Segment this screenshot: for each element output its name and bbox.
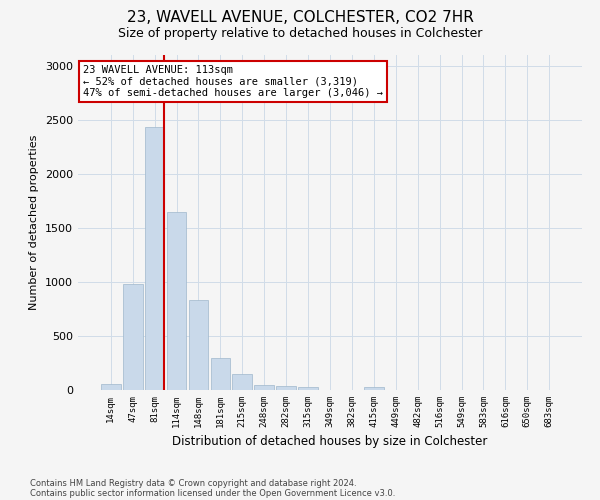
Bar	[232, 374, 252, 390]
Bar	[123, 284, 143, 390]
Bar	[145, 128, 164, 390]
Text: Contains public sector information licensed under the Open Government Licence v3: Contains public sector information licen…	[30, 488, 395, 498]
Bar	[298, 388, 318, 390]
Text: 23 WAVELL AVENUE: 113sqm
← 52% of detached houses are smaller (3,319)
47% of sem: 23 WAVELL AVENUE: 113sqm ← 52% of detach…	[83, 65, 383, 98]
Text: Contains HM Land Registry data © Crown copyright and database right 2024.: Contains HM Land Registry data © Crown c…	[30, 478, 356, 488]
Bar	[254, 384, 274, 390]
Y-axis label: Number of detached properties: Number of detached properties	[29, 135, 40, 310]
X-axis label: Distribution of detached houses by size in Colchester: Distribution of detached houses by size …	[172, 436, 488, 448]
Bar	[211, 358, 230, 390]
Bar	[188, 300, 208, 390]
Bar	[101, 384, 121, 390]
Bar	[276, 386, 296, 390]
Text: Size of property relative to detached houses in Colchester: Size of property relative to detached ho…	[118, 28, 482, 40]
Bar	[364, 388, 384, 390]
Bar	[167, 212, 187, 390]
Text: 23, WAVELL AVENUE, COLCHESTER, CO2 7HR: 23, WAVELL AVENUE, COLCHESTER, CO2 7HR	[127, 10, 473, 25]
